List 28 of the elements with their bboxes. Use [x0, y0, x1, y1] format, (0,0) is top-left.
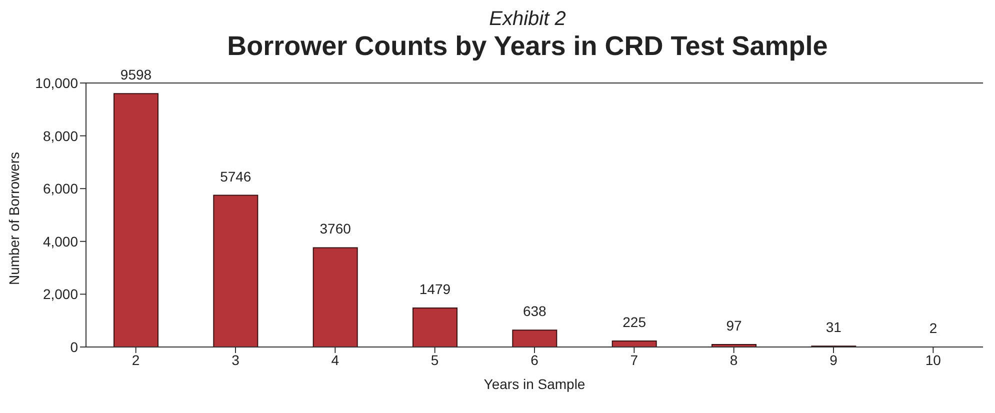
x-tick-label: 10 [925, 352, 942, 368]
y-tick-label: 2,000 [42, 286, 78, 302]
data-label: 638 [522, 303, 547, 320]
y-tick-label: 4,000 [42, 233, 78, 250]
x-tick-label: 5 [430, 352, 439, 368]
y-axis-title: Number of Borrowers [6, 152, 22, 285]
data-label: 9598 [120, 66, 152, 83]
y-tick-label: 0 [70, 338, 78, 355]
chart-subtitle: Exhibit 2 [488, 8, 567, 30]
data-label: 2 [929, 320, 938, 336]
x-tick-label: 9 [830, 352, 838, 368]
x-tick-label: 6 [530, 352, 539, 368]
x-tick-label: 8 [730, 352, 738, 368]
data-label: 31 [826, 319, 842, 336]
x-axis-title: Years in Sample [484, 376, 586, 392]
y-tick-label: 8,000 [42, 128, 78, 144]
chart-title: Borrower Counts by Years in CRD Test Sample [226, 30, 829, 62]
x-tick-label: 2 [132, 352, 140, 368]
data-label: 5746 [220, 168, 252, 184]
y-tick-label: 10,000 [35, 74, 78, 91]
y-tick-label: 6,000 [42, 180, 78, 197]
data-label: 97 [726, 317, 742, 334]
x-tick-label: 3 [232, 352, 240, 368]
data-label: 3760 [320, 220, 352, 237]
x-tick-label: 4 [331, 352, 340, 368]
x-tick-label: 7 [630, 352, 638, 368]
data-label: 1479 [419, 280, 451, 297]
data-label: 225 [622, 314, 646, 330]
